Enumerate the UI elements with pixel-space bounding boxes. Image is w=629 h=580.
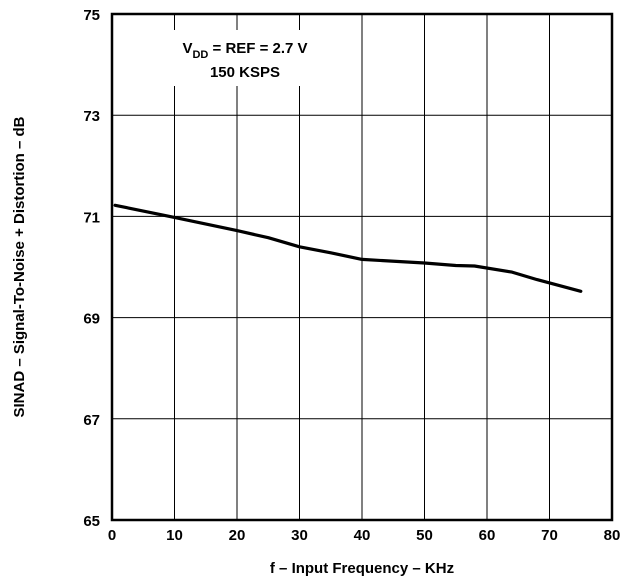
y-axis: 65 67 69 71 73 75 (83, 7, 100, 530)
grid (112, 14, 612, 520)
y-tick-label: 65 (83, 513, 100, 530)
plot-frame (110, 12, 614, 522)
x-tick-label: 30 (291, 527, 308, 544)
y-tick-label: 71 (83, 209, 100, 226)
x-tick-label: 20 (229, 527, 246, 544)
annotation-rest: = REF = 2.7 V (208, 40, 307, 57)
annotation-line-1: VDD = REF = 2.7 V (182, 40, 307, 61)
y-tick-label: 73 (83, 108, 100, 125)
x-tick-label: 40 (354, 527, 371, 544)
annotation-background (138, 30, 356, 86)
x-tick-label: 80 (604, 527, 621, 544)
y-tick-label: 75 (83, 7, 100, 24)
x-tick-label: 70 (541, 527, 558, 544)
x-axis-title: f – Input Frequency – KHz (270, 560, 454, 577)
x-tick-label: 50 (416, 527, 433, 544)
x-tick-label: 0 (108, 527, 116, 544)
annotation-subscript: DD (192, 49, 208, 61)
y-axis-title: SINAD – Signal-To-Noise + Distortion – d… (11, 116, 28, 417)
x-axis: 0 10 20 30 40 50 60 70 80 (108, 527, 621, 544)
annotation-line-2: 150 KSPS (210, 64, 280, 81)
y-tick-label: 69 (83, 311, 100, 328)
x-tick-label: 10 (166, 527, 183, 544)
x-tick-label: 60 (479, 527, 496, 544)
annotation-v: V (182, 40, 192, 57)
series-line (113, 203, 583, 293)
annotation-box: VDD = REF = 2.7 V 150 KSPS (138, 30, 356, 86)
y-tick-label: 67 (83, 412, 100, 429)
